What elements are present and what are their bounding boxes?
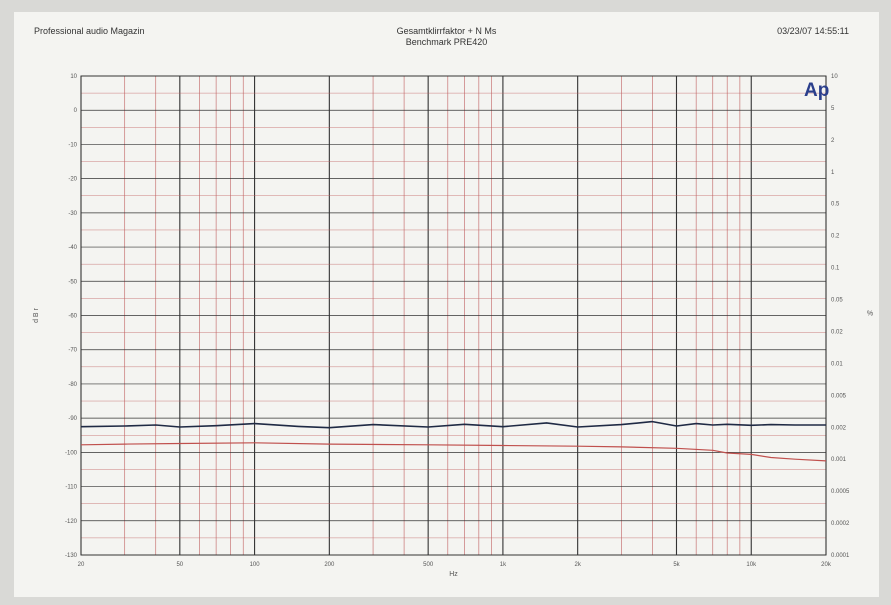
header-title: Gesamtklirrfaktor + N Ms Benchmark PRE42… [14,26,879,48]
y-tick-label-right: 0.002 [831,425,847,431]
chart-sheet: Professional audio Magazin Gesamtklirrfa… [14,12,879,597]
tick-labels: 100-10-20-30-40-50-60-70-80-90-100-110-1… [33,74,873,578]
y-tick-label-left: -50 [68,279,77,285]
y-tick-label-left: -20 [68,177,77,183]
y-tick-label-left: -60 [68,314,77,320]
x-tick-label: 2k [574,562,581,568]
y-tick-label-left: -120 [65,519,78,525]
y-tick-label-right: 10 [831,74,838,80]
x-tick-label: 20k [821,562,832,568]
y-tick-label-left: -90 [68,416,77,422]
header-timestamp: 03/23/07 14:55:11 [777,26,849,36]
x-tick-label: 20 [78,562,85,568]
y-tick-label-left: -30 [68,211,77,217]
y-axis-label-right: % [867,311,873,318]
y-tick-label-left: -70 [68,348,77,354]
series-line-1 [80,420,826,429]
y-tick-label-right: 0.005 [831,393,847,399]
y-tick-label-left: 10 [70,74,77,80]
y-tick-label-left: -130 [65,553,78,559]
y-tick-label-right: 1 [831,170,835,176]
y-tick-label-right: 0.0005 [831,489,850,495]
ap-logo: Ap [804,80,829,101]
grid [80,75,827,556]
y-axis-label-left: d B r [33,307,40,322]
y-tick-label-right: 0.01 [831,361,843,367]
y-tick-label-right: 5 [831,106,835,112]
x-tick-label: 500 [423,562,434,568]
y-tick-label-right: 2 [831,138,835,144]
x-tick-label: 100 [250,562,261,568]
y-tick-label-left: -110 [65,485,77,491]
x-tick-label: 10k [746,562,757,568]
y-tick-label-left: -80 [68,382,77,388]
y-tick-label-left: -10 [68,142,77,148]
y-tick-label-right: 0.0002 [831,521,850,527]
header-title-line1: Gesamtklirrfaktor + N Ms [396,26,497,36]
frequency-response-chart: 100-10-20-30-40-50-60-70-80-90-100-110-1… [33,74,873,578]
series-group [80,420,827,462]
y-tick-label-right: 0.1 [831,266,840,272]
y-tick-label-right: 0.001 [831,457,847,463]
y-tick-label-right: 0.02 [831,329,843,335]
y-tick-label-right: 0.5 [831,202,840,208]
y-tick-label-left: 0 [74,108,78,114]
x-tick-label: 50 [176,562,183,568]
x-axis-label: Hz [449,571,458,578]
y-tick-label-right: 0.2 [831,234,840,240]
y-tick-label-left: -100 [65,450,78,456]
y-tick-label-right: 0.0001 [831,553,850,559]
series-line-2 [80,442,827,462]
x-tick-label: 1k [500,562,507,568]
plot-frame [80,75,827,556]
x-tick-label: 200 [324,562,335,568]
header-left-text: Professional audio Magazin [34,26,145,36]
header-title-line2: Benchmark PRE420 [405,37,488,47]
x-tick-label: 5k [673,562,680,568]
y-tick-label-left: -40 [68,245,77,251]
y-tick-label-right: 0.05 [831,298,843,304]
